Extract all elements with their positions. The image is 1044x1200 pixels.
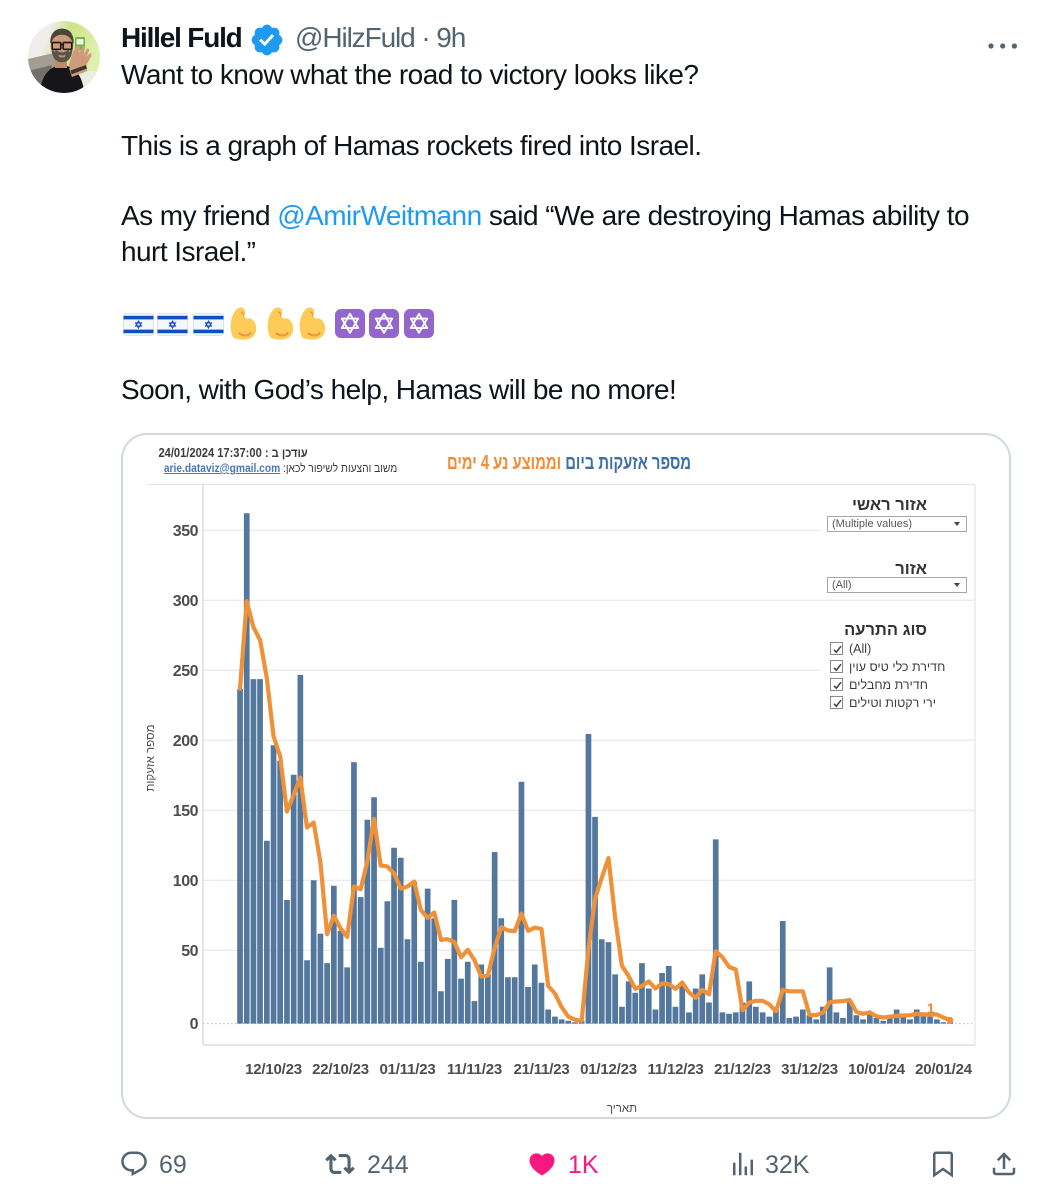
svg-text:150: 150 (173, 803, 199, 820)
svg-text:200: 200 (173, 733, 199, 750)
svg-text:350: 350 (173, 523, 199, 540)
svg-text:11/11/23: 11/11/23 (447, 1061, 502, 1078)
svg-text:11/12/23: 11/12/23 (648, 1061, 704, 1078)
svg-text:10/01/24: 10/01/24 (848, 1061, 906, 1078)
svg-text:100: 100 (173, 873, 199, 890)
svg-text:50: 50 (181, 943, 198, 960)
svg-text:20/01/24: 20/01/24 (915, 1061, 973, 1078)
svg-text:21/11/23: 21/11/23 (514, 1061, 570, 1078)
svg-text:250: 250 (173, 663, 199, 680)
svg-text:תאריך: תאריך (607, 1103, 637, 1115)
svg-text:01/12/23: 01/12/23 (580, 1061, 637, 1078)
svg-text:31/12/23: 31/12/23 (781, 1061, 838, 1078)
svg-text:300: 300 (173, 593, 199, 610)
svg-text:12/10/23: 12/10/23 (245, 1061, 302, 1078)
svg-text:1: 1 (927, 1001, 935, 1016)
svg-text:מספר אזעקות: מספר אזעקות (145, 724, 157, 791)
svg-text:0: 0 (190, 1016, 199, 1033)
svg-text:22/10/23: 22/10/23 (312, 1061, 369, 1078)
svg-text:21/12/23: 21/12/23 (714, 1061, 771, 1078)
svg-text:01/11/23: 01/11/23 (380, 1061, 436, 1078)
